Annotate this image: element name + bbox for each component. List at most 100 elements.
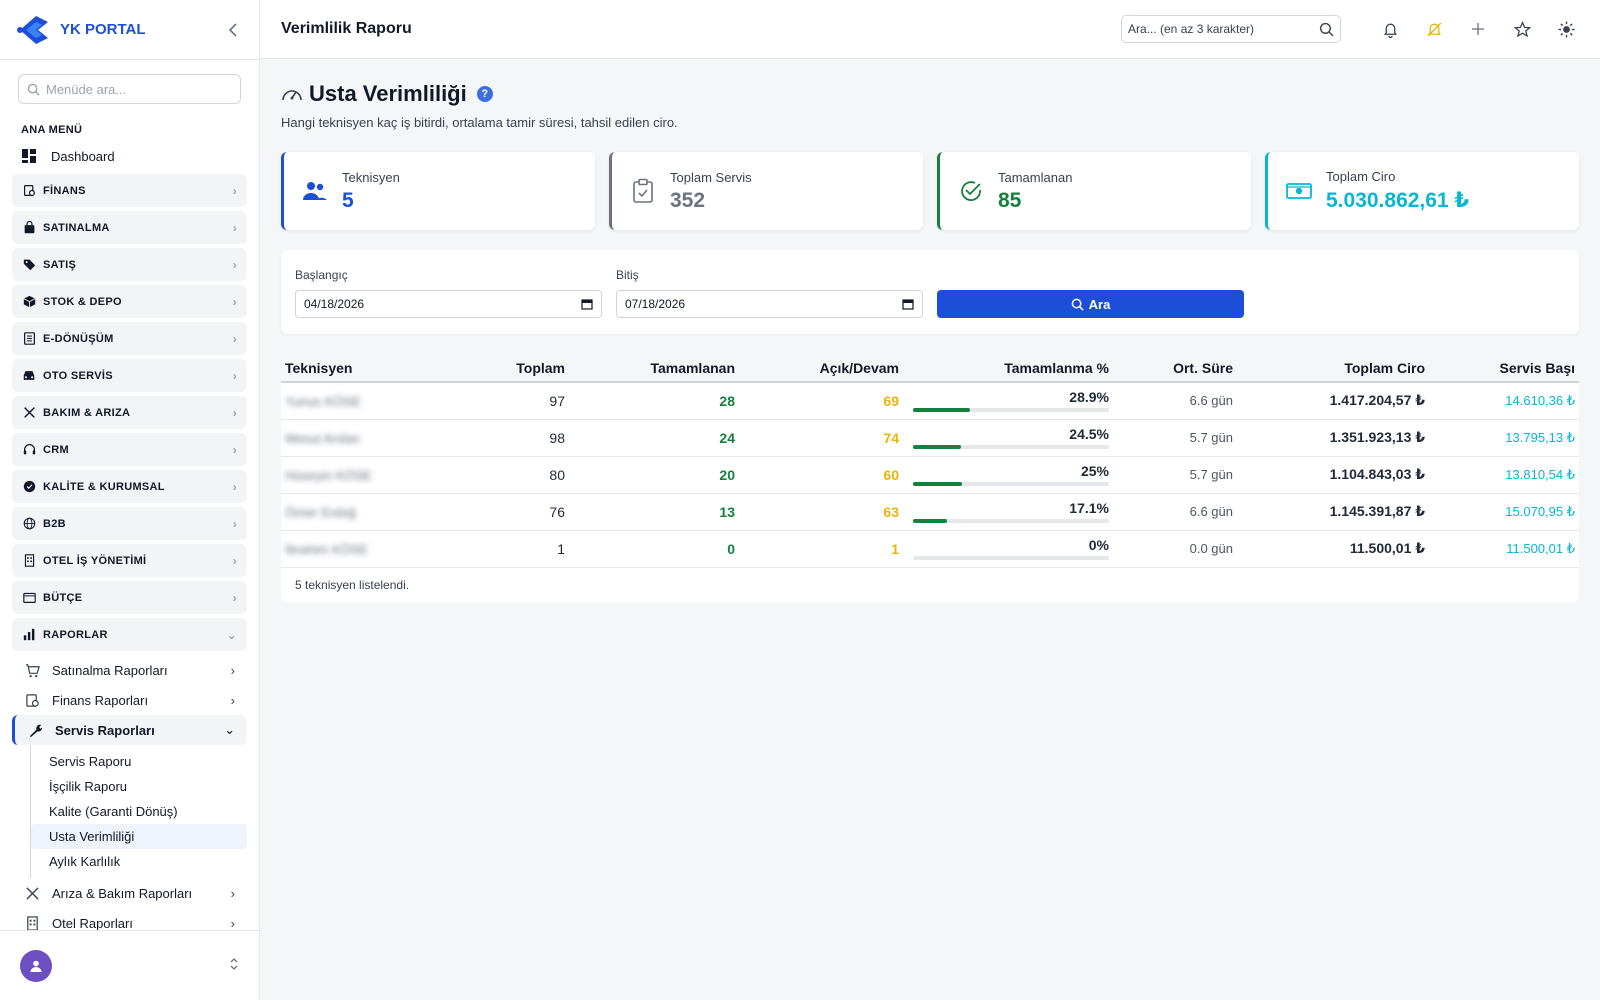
table-row[interactable]: Yunus KÖSE 97 28 69 28.9% 6.6 gün 1.417.204,57…: [281, 382, 1579, 420]
col-header[interactable]: Servis Başı: [1429, 354, 1579, 383]
table-row[interactable]: Mesut Arslan 98 24 74 24.5% 5.7 gün 1.351.923,…: [281, 419, 1579, 457]
sidebar-group-e-d-n-m[interactable]: E-DÖNÜŞÜM ›: [12, 322, 247, 355]
star-icon[interactable]: [1509, 16, 1535, 42]
tag-icon: [22, 258, 36, 272]
sidebar-group-label: BÜTÇE: [43, 591, 83, 604]
sidebar-group-label: OTO SERVİS: [43, 369, 113, 382]
end-date-value: 07/18/2026: [625, 297, 686, 311]
chart-icon: [22, 628, 36, 642]
avatar[interactable]: [20, 949, 52, 982]
start-date-input[interactable]: 04/18/2026: [295, 290, 602, 318]
table-row[interactable]: Hüseyin KÖSE 80 20 60 25% 5.7 gün 1.104.843,03…: [281, 456, 1579, 494]
per-service-cell: 15.070,95 ₺: [1429, 493, 1579, 531]
calendar-icon[interactable]: [581, 298, 593, 310]
sidebar-item-dashboard[interactable]: Dashboard: [0, 142, 259, 170]
total-cell: 76: [461, 493, 569, 531]
col-header[interactable]: Açık/Devam: [739, 354, 903, 383]
sidebar-group-b-t-e[interactable]: BÜTÇE ›: [12, 581, 247, 614]
sidebar-group-label: SATIŞ: [43, 258, 77, 271]
global-search-input[interactable]: [1128, 22, 1319, 36]
sun-icon[interactable]: [1553, 16, 1579, 42]
search-button[interactable]: Ara: [937, 290, 1244, 318]
revenue-cell: 1.104.843,03 ₺: [1237, 456, 1429, 494]
sidebar-group-otel-i-y-neti-mi[interactable]: OTEL İŞ YÖNETİMİ ›: [12, 544, 247, 577]
sidebar-item-servis-raporlari[interactable]: Servis Raporları ⌄: [12, 715, 247, 745]
sidebar-leaf-servis-raporu[interactable]: Servis Raporu: [49, 754, 132, 769]
start-date-group: Başlangıç 04/18/2026: [295, 268, 602, 318]
table-row[interactable]: Ömer Erdoğ 76 13 63 17.1% 6.6 gün 1.145.391,87…: [281, 493, 1579, 531]
sidebar-leaf-aylik-karlilik[interactable]: Aylık Karlılık: [49, 854, 121, 869]
collapse-sidebar-icon[interactable]: [223, 20, 243, 40]
technician-name: Mesut Arslan: [285, 430, 361, 446]
table-header-row: Teknisyen Toplam Tamamlanan Açık/Devam T…: [281, 354, 1579, 383]
sidebar-group-label: CRM: [43, 443, 69, 456]
bell-icon[interactable]: [1377, 16, 1403, 42]
search-button-label: Ara: [1088, 296, 1111, 312]
completion-bar: [913, 519, 1109, 523]
sidebar-item-finans-raporlari[interactable]: Finans Raporları ›: [12, 685, 247, 715]
completion-bar: [913, 482, 1109, 486]
account-menu-toggle-icon[interactable]: [229, 957, 239, 974]
sidebar-group-fi-nans[interactable]: FİNANS ›: [12, 174, 247, 207]
help-icon[interactable]: ?: [476, 86, 493, 102]
end-date-input[interactable]: 07/18/2026: [616, 290, 923, 318]
calendar-icon[interactable]: [902, 298, 914, 310]
stat-label: Toplam Servis: [670, 169, 752, 185]
sidebar-group-oto-servi-s[interactable]: OTO SERVİS ›: [12, 359, 247, 392]
completion-cell: 25%: [903, 456, 1113, 494]
headset-icon: [22, 443, 36, 457]
chevron-down-icon: ⌄: [226, 627, 237, 642]
completion-percent: 25%: [1080, 463, 1109, 479]
logo-icon: [17, 15, 48, 44]
table-footer: 5 teknisyen listelendi.: [295, 577, 410, 592]
sidebar-group-b2b[interactable]: B2B ›: [12, 507, 247, 540]
sidebar-group-raporlar[interactable]: RAPORLAR ⌄: [12, 618, 247, 651]
sidebar-item-ariza-bakim-raporlari[interactable]: Arıza & Bakım Raporları ›: [12, 878, 247, 908]
sidebar-group-bakim-ariza[interactable]: BAKIM & ARIZA ›: [12, 396, 247, 429]
avg-duration-cell: 5.7 gün: [1113, 419, 1237, 457]
revenue-cell: 1.145.391,87 ₺: [1237, 493, 1429, 531]
sidebar-item-satinalma-raporlari[interactable]: Satınalma Raporları ›: [12, 655, 247, 685]
sidebar-item-otel-raporlari[interactable]: Otel Raporları ›: [12, 908, 247, 938]
per-service-cell: 11.500,01 ₺: [1429, 530, 1579, 568]
completed-cell: 0: [569, 530, 739, 568]
technician-name: Hüseyin KÖSE: [285, 467, 372, 483]
technician-name: Yunus KÖSE: [285, 393, 361, 409]
table-row[interactable]: İbrahim KÖSE 1 0 1 0% 0.0 gün 11.500,01 ₺ 11.50…: [281, 530, 1579, 568]
plus-icon[interactable]: [1465, 16, 1491, 42]
sidebar-leaf-iscilik-raporu[interactable]: İşçilik Raporu: [49, 779, 128, 794]
sidebar-group-kali-te-kurumsal[interactable]: KALİTE & KURUMSAL ›: [12, 470, 247, 503]
sidebar-group-sati[interactable]: SATIŞ ›: [12, 248, 247, 281]
col-header[interactable]: Tamamlanma %: [903, 354, 1113, 383]
col-header[interactable]: Tamamlanan: [569, 354, 739, 383]
open-cell: 60: [739, 456, 903, 494]
chevron-right-icon: ›: [232, 331, 237, 346]
bell-off-icon[interactable]: [1421, 16, 1447, 42]
col-header[interactable]: Toplam Ciro: [1237, 354, 1429, 383]
col-header[interactable]: Ort. Süre: [1113, 354, 1237, 383]
open-cell: 69: [739, 382, 903, 420]
chevron-right-icon: ›: [232, 479, 237, 494]
col-header[interactable]: Toplam: [461, 354, 569, 383]
search-icon[interactable]: [1319, 22, 1334, 37]
completed-cell: 20: [569, 456, 739, 494]
sidebar-group-label: OTEL İŞ YÖNETİMİ: [43, 554, 147, 567]
technician-name: Ömer Erdoğ: [285, 504, 356, 520]
global-search[interactable]: [1121, 15, 1341, 43]
chevron-right-icon: ›: [232, 442, 237, 457]
sidebar-group-crm[interactable]: CRM ›: [12, 433, 247, 466]
open-cell: 74: [739, 419, 903, 457]
menu-search[interactable]: [18, 74, 241, 104]
stat-card-tamamlanan: Tamamlanan 85: [937, 152, 1251, 230]
sidebar-group-stok-depo[interactable]: STOK & DEPO ›: [12, 285, 247, 318]
sidebar-leaf-kalite[interactable]: Kalite (Garanti Dönüş): [49, 804, 178, 819]
sidebar-item-label: Servis Raporları: [55, 722, 155, 738]
completion-percent: 0%: [1088, 537, 1109, 553]
per-service-cell: 13.810,54 ₺: [1429, 456, 1579, 494]
col-header[interactable]: Teknisyen: [281, 354, 461, 383]
date-filter: Başlangıç 04/18/2026 Bitiş 07/18/2026 Ar…: [281, 250, 1579, 334]
menu-search-input[interactable]: [46, 81, 232, 97]
building-icon: [24, 915, 40, 931]
sidebar-leaf-usta-verimliligi[interactable]: Usta Verimliliği: [31, 824, 247, 849]
sidebar-group-satinalma[interactable]: SATINALMA ›: [12, 211, 247, 244]
